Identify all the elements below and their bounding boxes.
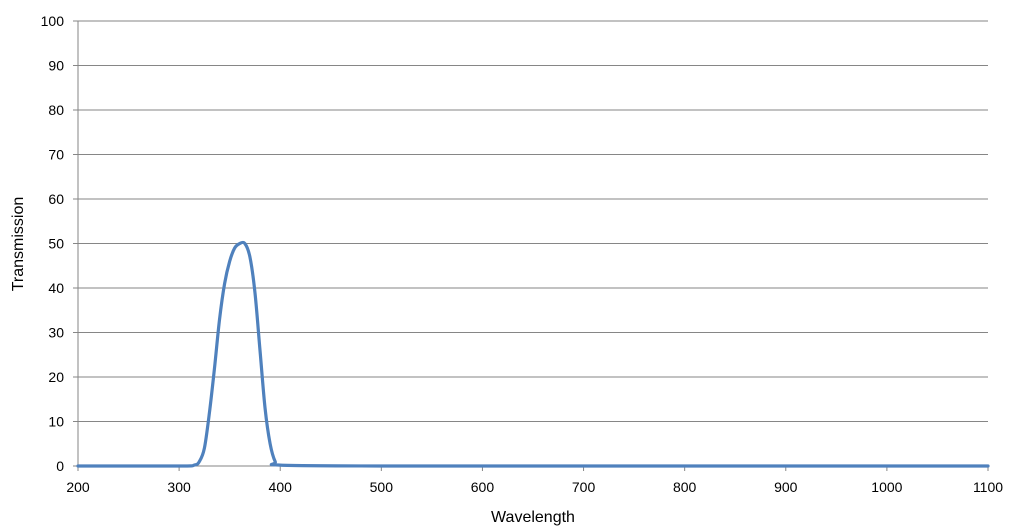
x-tick-label: 700 <box>572 479 596 495</box>
y-tick-label: 30 <box>48 325 64 341</box>
x-tick-label: 900 <box>774 479 798 495</box>
y-axis-title: Transmission <box>10 197 27 292</box>
y-tick-label: 40 <box>48 280 64 296</box>
x-tick-label: 300 <box>167 479 191 495</box>
y-tick-labels: 0 10 20 30 40 50 60 70 80 90 100 <box>41 13 65 474</box>
x-tick-label: 600 <box>471 479 495 495</box>
x-tick-label: 400 <box>269 479 293 495</box>
y-tick-label: 60 <box>48 191 64 207</box>
y-tick-label: 0 <box>56 458 64 474</box>
x-tick-labels: 200 300 400 500 600 700 800 900 1000 1100 <box>66 479 1003 495</box>
y-tick-label: 20 <box>48 369 64 385</box>
x-tick-label: 500 <box>370 479 394 495</box>
x-tick-label: 1100 <box>973 479 1003 495</box>
x-tick-label: 1000 <box>871 479 902 495</box>
y-tick-label: 90 <box>48 58 64 74</box>
series-layer <box>76 240 990 468</box>
y-tick-label: 50 <box>48 236 64 252</box>
y-tick-label: 10 <box>48 414 64 430</box>
y-tick-label: 80 <box>48 102 64 118</box>
series-line-0 <box>76 240 990 468</box>
x-tick-label: 800 <box>673 479 697 495</box>
y-tick-label: 100 <box>41 13 65 29</box>
x-axis-title: Wavelength <box>491 509 575 526</box>
gridlines <box>78 20 988 422</box>
x-tick-label: 200 <box>66 479 90 495</box>
y-tick-label: 70 <box>48 147 64 163</box>
